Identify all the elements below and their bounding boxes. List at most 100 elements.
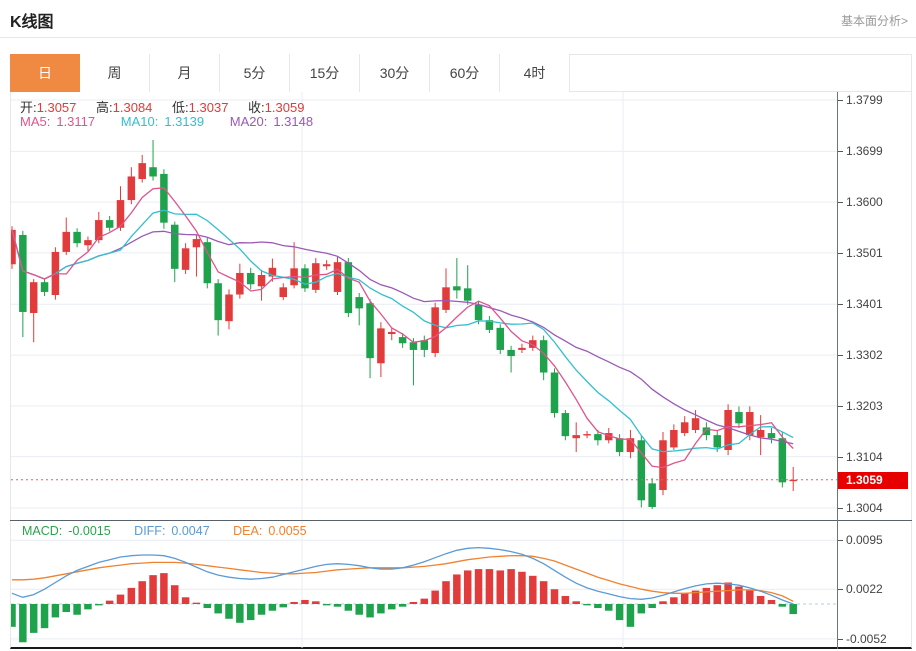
candle-up bbox=[626, 438, 635, 453]
macd-hist-bar bbox=[149, 575, 157, 604]
tab-5分[interactable]: 5分 bbox=[220, 54, 290, 92]
ma10-line bbox=[11, 209, 794, 453]
fundamental-analysis-link[interactable]: 基本面分析> bbox=[840, 14, 908, 28]
axis-tick bbox=[838, 405, 843, 407]
candle-down bbox=[463, 288, 472, 301]
candle-down bbox=[637, 440, 646, 501]
macd-hist-bar bbox=[615, 604, 624, 621]
dea-value: 0.0055 bbox=[268, 524, 307, 538]
ma20-line bbox=[11, 229, 794, 445]
macd-hist-bar bbox=[463, 570, 472, 604]
tab-日[interactable]: 日 bbox=[10, 54, 80, 92]
macd-hist-bar bbox=[550, 589, 559, 604]
macd-axis-label: 0.0022 bbox=[846, 582, 883, 597]
candle-up bbox=[605, 433, 613, 441]
macd-hist-bar bbox=[626, 604, 635, 627]
macd-hist-bar bbox=[73, 604, 81, 615]
price-axis-label: 1.3501 bbox=[846, 245, 883, 260]
macd-hist-bar bbox=[529, 575, 537, 604]
candle-down bbox=[507, 349, 515, 357]
macd-hist-bar bbox=[778, 604, 787, 607]
candle-up bbox=[268, 267, 277, 277]
low-label: 低: bbox=[172, 100, 189, 115]
tab-4时[interactable]: 4时 bbox=[500, 54, 570, 92]
candle-down bbox=[344, 262, 353, 313]
candle-up bbox=[583, 434, 591, 436]
candle-up bbox=[789, 479, 797, 482]
macd-hist-bar bbox=[40, 604, 49, 629]
diff-value: 0.0047 bbox=[171, 524, 210, 538]
candle-down bbox=[214, 283, 222, 321]
axis-tick bbox=[838, 540, 843, 542]
macd-axis-label: 0.0095 bbox=[846, 533, 883, 548]
macd-hist-bar bbox=[51, 604, 60, 618]
candle-up bbox=[680, 422, 689, 434]
macd-hist-bar bbox=[572, 601, 580, 604]
candle-up bbox=[236, 272, 244, 295]
macd-hist-bar bbox=[409, 601, 418, 604]
candle-down bbox=[767, 433, 776, 439]
candle-down bbox=[355, 297, 363, 309]
macd-hist-bar bbox=[648, 604, 656, 609]
candle-down bbox=[40, 282, 49, 292]
candle-down bbox=[409, 342, 418, 350]
macd-hist-bar bbox=[11, 604, 16, 627]
macd-hist-bar bbox=[377, 604, 385, 614]
macd-hist-bar bbox=[225, 604, 233, 619]
candle-up bbox=[312, 263, 320, 290]
ma10-value: 1.3139 bbox=[164, 114, 205, 129]
candle-up bbox=[431, 307, 439, 354]
ma-legend: MA5: 1.3117 MA10: 1.3139 MA20: 1.3148 bbox=[20, 114, 319, 129]
tab-月[interactable]: 月 bbox=[150, 54, 220, 92]
price-axis-label: 1.3004 bbox=[846, 501, 883, 515]
candle-up bbox=[127, 176, 136, 201]
price-axis-label: 1.3302 bbox=[846, 348, 883, 363]
candle-up bbox=[138, 163, 146, 180]
candle-up bbox=[279, 287, 287, 298]
macd-hist-bar bbox=[203, 604, 212, 609]
macd-hist-bar bbox=[767, 599, 776, 604]
candle-down bbox=[246, 272, 255, 285]
tab-周[interactable]: 周 bbox=[80, 54, 150, 92]
macd-hist-bar bbox=[192, 602, 201, 604]
ohlc-legend: 开:1.3057 高:1.3084 低:1.3037 收:1.3059 bbox=[20, 97, 320, 116]
macd-hist-bar bbox=[735, 586, 743, 604]
macd-hist-bar bbox=[605, 604, 613, 611]
candle-down bbox=[366, 303, 374, 359]
macd-hist-bar bbox=[105, 600, 114, 604]
tab-15分[interactable]: 15分 bbox=[290, 54, 360, 92]
candle-down bbox=[160, 173, 168, 223]
candle-up bbox=[518, 347, 526, 350]
tab-30分[interactable]: 30分 bbox=[360, 54, 430, 92]
axis-tick bbox=[838, 151, 843, 153]
macd-hist-bar bbox=[95, 604, 103, 606]
low-value: 1.3037 bbox=[188, 100, 229, 115]
interval-tab-bar: 日周月 5分 15分 30分 60分 4时 bbox=[10, 54, 912, 92]
candle-up bbox=[670, 429, 678, 448]
axis-tick bbox=[838, 252, 843, 254]
open-value: 1.3057 bbox=[36, 100, 77, 115]
candle-down bbox=[149, 167, 157, 177]
axis-tick bbox=[838, 589, 843, 591]
close-value: 1.3059 bbox=[264, 100, 305, 115]
macd-hist-bar bbox=[388, 604, 396, 610]
price-axis-label: 1.3104 bbox=[846, 449, 883, 464]
macd-hist-bar bbox=[637, 604, 646, 614]
candle-down bbox=[453, 286, 461, 291]
axis-tick bbox=[838, 100, 843, 101]
macd-hist-bar bbox=[279, 604, 287, 608]
candle-up bbox=[84, 240, 92, 246]
candle-up bbox=[529, 340, 537, 348]
macd-plot bbox=[11, 521, 837, 648]
candle-down bbox=[105, 220, 114, 228]
macd-chart[interactable] bbox=[11, 521, 837, 648]
macd-value: -0.0015 bbox=[68, 524, 111, 538]
candle-down bbox=[615, 438, 624, 453]
candle-up bbox=[572, 435, 580, 439]
tab-60分[interactable]: 60分 bbox=[430, 54, 500, 92]
macd-hist-bar bbox=[659, 601, 667, 604]
macd-hist-bar bbox=[19, 604, 27, 643]
price-chart[interactable] bbox=[11, 92, 837, 521]
axis-tick bbox=[838, 304, 843, 306]
ma5-label: MA5: bbox=[20, 114, 51, 129]
